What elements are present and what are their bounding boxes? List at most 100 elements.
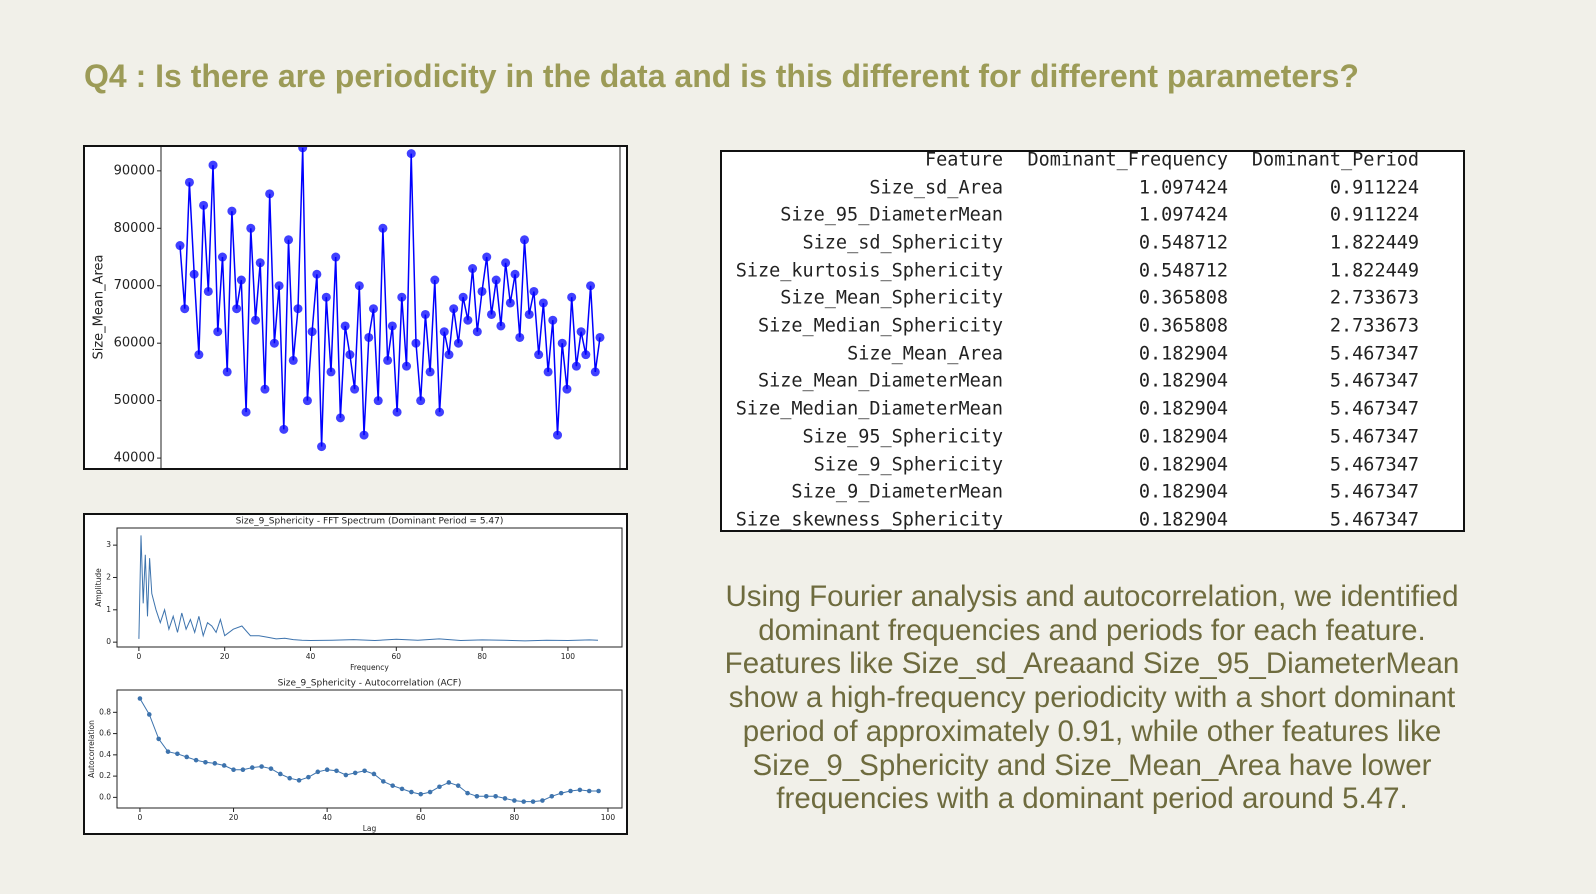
table-cell: 5.467347 (1329, 398, 1419, 420)
y-tick-label: 80000 (114, 221, 155, 236)
table-cell: 0.911224 (1329, 204, 1419, 226)
data-point (137, 696, 143, 701)
table-cell: Dominant_Frequency (1027, 149, 1228, 171)
x-tick-label: 20 (220, 652, 230, 661)
data-point (406, 149, 416, 159)
data-point (368, 304, 378, 314)
data-point (392, 407, 402, 417)
data-line (139, 698, 599, 803)
data-point (208, 160, 218, 170)
data-point (427, 789, 433, 795)
table-cell: 1.822449 (1329, 260, 1419, 282)
data-point (453, 338, 463, 348)
table-cell: Size_Mean_Area (847, 343, 1003, 365)
plot-frame (116, 689, 623, 809)
data-point (296, 778, 302, 783)
data-point (586, 281, 596, 291)
data-point (203, 759, 208, 765)
x-tick-label: 20 (229, 813, 239, 822)
results-table: Feature Dominant_Frequency Dominant_Period… (720, 150, 1465, 532)
table-cell: 5.467347 (1329, 343, 1419, 365)
data-point (581, 350, 591, 360)
data-point (496, 321, 506, 331)
data-point (567, 292, 577, 302)
data-point (562, 384, 572, 394)
data-point (430, 275, 440, 285)
data-point (288, 355, 298, 365)
x-tick-label: 40 (322, 813, 332, 822)
data-point (231, 767, 236, 773)
data-point (524, 309, 534, 319)
data-line (179, 147, 601, 447)
data-point (493, 794, 498, 799)
data-point (373, 396, 383, 406)
data-point (175, 751, 180, 757)
data-point (194, 350, 204, 360)
table-cell: Size_skewness_Sphericity (735, 509, 1003, 531)
table-cell: 0.911224 (1329, 177, 1419, 198)
data-point (362, 768, 367, 774)
x-axis-label: Lag (363, 824, 377, 833)
x-tick-label: 60 (416, 813, 426, 822)
text-line: show a high-frequency periodicity with a… (728, 681, 1456, 715)
data-point (184, 754, 190, 760)
data-point (287, 775, 293, 781)
table-cell: 0.182904 (1138, 481, 1228, 503)
data-point (455, 783, 461, 788)
data-point (165, 749, 171, 754)
table-cell: Size_Median_Sphericity (757, 315, 1003, 337)
data-point (590, 367, 600, 377)
data-point (491, 275, 501, 285)
data-point (251, 315, 261, 325)
table-cell: 1.097424 (1138, 177, 1228, 198)
table-cell: 0.182904 (1138, 398, 1228, 420)
data-point (543, 367, 553, 377)
data-point (510, 269, 520, 279)
data-point (409, 789, 414, 795)
data-point (596, 788, 601, 794)
data-point (553, 430, 563, 440)
data-point (284, 235, 294, 245)
table-cell: Size_Mean_DiameterMean (757, 370, 1003, 392)
data-point (383, 355, 393, 365)
table-cell: 5.467347 (1329, 370, 1419, 392)
data-point (321, 292, 331, 302)
y-tick-label: 40000 (114, 451, 155, 466)
table-cell: 0.182904 (1138, 370, 1228, 392)
data-point (449, 304, 459, 314)
chart-title: Size_9_Sphericity - FFT Spectrum (Domina… (236, 517, 504, 527)
x-tick-label: 80 (477, 652, 487, 661)
plot-frame (116, 527, 623, 648)
data-point (232, 304, 242, 314)
data-point (213, 327, 223, 337)
data-point (416, 396, 426, 406)
data-point (184, 177, 194, 187)
data-point (345, 350, 355, 360)
data-line (138, 535, 599, 642)
data-point (521, 799, 527, 804)
table-cell: Size_Mean_Sphericity (780, 287, 1003, 309)
slide-title: Q4 : Is there are periodicity in the dat… (84, 58, 1359, 94)
y-tick-label: 90000 (114, 163, 155, 178)
chart-image: 0 1 2 3 0 20 40 60 80 100 Size_9_Sphericity - FFT … (83, 513, 628, 835)
chart: 40000 50000 60000 70000 80000 90000 Size_Mean_… (92, 143, 621, 470)
data-point (586, 788, 592, 794)
y-tick-label: 60000 (114, 336, 155, 351)
table-cell: 1.097424 (1138, 204, 1228, 226)
data-point (317, 442, 327, 452)
data-point (477, 286, 487, 296)
data-point (463, 315, 473, 325)
data-point (595, 332, 605, 342)
data-point (505, 298, 515, 308)
text-line: period of approximately 0.91, while othe… (742, 714, 1442, 748)
y-axis-label: Size_Mean_Area (92, 254, 107, 359)
x-tick-label: 100 (561, 652, 576, 661)
data-point (515, 332, 525, 342)
table-cell: 0.182904 (1138, 509, 1228, 531)
data-point (269, 338, 279, 348)
data-point (530, 799, 536, 804)
table-cell: 0.182904 (1138, 426, 1228, 448)
text-line: Size_9_Sphericity and Size_Mean_Area hav… (752, 748, 1432, 782)
data-point (437, 784, 442, 790)
data-point (549, 794, 555, 799)
